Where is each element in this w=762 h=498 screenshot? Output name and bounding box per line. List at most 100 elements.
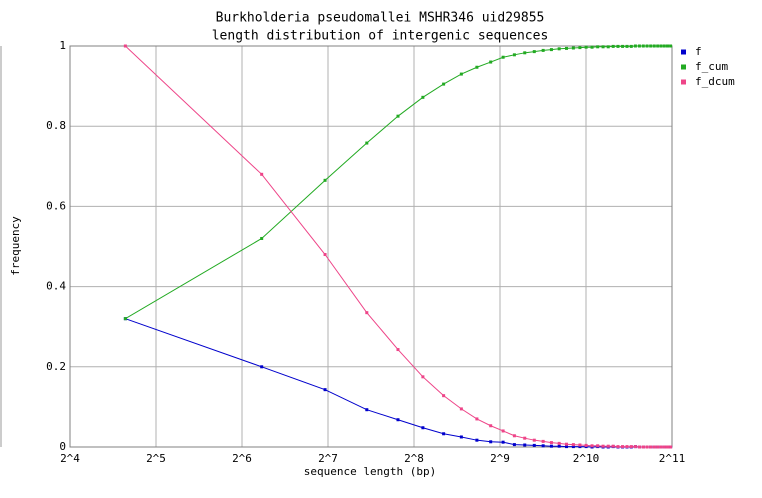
- data-point: [396, 348, 400, 352]
- data-point: [606, 45, 610, 49]
- data-point: [564, 442, 568, 446]
- data-point: [512, 443, 516, 447]
- data-point: [652, 445, 656, 449]
- data-point: [365, 408, 369, 412]
- data-point: [549, 48, 553, 52]
- y-tick-label: 0: [59, 440, 66, 453]
- data-point: [549, 444, 553, 448]
- x-tick-label: 2^9: [490, 452, 510, 465]
- data-point: [641, 445, 645, 449]
- data-point: [549, 441, 553, 445]
- data-point: [659, 44, 663, 48]
- data-point: [578, 443, 582, 447]
- data-point: [323, 388, 327, 392]
- data-point: [578, 445, 582, 449]
- x-tick-label: 2^6: [232, 452, 252, 465]
- x-axis-label: sequence length (bp): [304, 465, 436, 478]
- data-point: [421, 426, 425, 430]
- legend-marker: [681, 49, 686, 55]
- data-point: [442, 394, 446, 398]
- data-point: [662, 44, 666, 48]
- data-point: [621, 445, 625, 449]
- y-tick-label: 0.2: [46, 360, 66, 373]
- x-tick-label: 2^8: [404, 452, 424, 465]
- data-point: [669, 445, 673, 449]
- data-point: [541, 48, 545, 52]
- x-tick-label: 2^10: [573, 452, 600, 465]
- data-point: [442, 82, 446, 86]
- data-point: [532, 438, 536, 442]
- data-point: [621, 44, 625, 48]
- legend-label: f_cum: [695, 60, 728, 73]
- data-point: [645, 44, 649, 48]
- data-point: [260, 172, 264, 176]
- legend-marker: [681, 64, 686, 70]
- data-point: [501, 429, 505, 433]
- chart-title: Burkholderia pseudomallei MSHR346 uid298…: [216, 11, 545, 26]
- data-point: [564, 46, 568, 50]
- y-axis-label: frequency: [9, 216, 22, 276]
- data-point: [260, 365, 264, 369]
- data-point: [571, 445, 575, 449]
- plot-frame: [69, 45, 673, 448]
- data-point: [611, 44, 615, 48]
- data-point: [662, 445, 666, 449]
- data-point: [396, 418, 400, 422]
- data-point: [564, 445, 568, 449]
- data-point: [611, 444, 615, 448]
- data-point: [652, 44, 656, 48]
- data-point: [459, 72, 463, 76]
- y-tick-label: 0.8: [46, 119, 66, 132]
- data-point: [123, 44, 127, 48]
- data-point: [541, 439, 545, 443]
- data-point: [532, 443, 536, 447]
- data-point: [606, 444, 610, 448]
- data-point: [578, 46, 582, 50]
- data-point: [601, 45, 605, 49]
- data-point: [459, 407, 463, 411]
- data-point: [625, 445, 629, 449]
- data-point: [590, 45, 594, 49]
- data-point: [501, 55, 505, 59]
- data-point: [365, 141, 369, 145]
- data-point: [489, 60, 493, 64]
- data-point: [475, 65, 479, 69]
- data-point: [323, 253, 327, 257]
- data-point: [396, 114, 400, 118]
- data-point: [629, 445, 633, 449]
- data-point: [365, 311, 369, 315]
- series-line: [125, 45, 671, 448]
- data-point: [323, 178, 327, 182]
- x-tick-label: 2^7: [318, 452, 338, 465]
- data-point: [475, 417, 479, 421]
- series-line: [125, 45, 671, 320]
- data-point: [665, 445, 669, 449]
- data-point: [637, 44, 641, 48]
- data-point: [557, 47, 561, 51]
- data-point: [557, 444, 561, 448]
- data-point: [260, 236, 264, 240]
- data-point: [616, 445, 620, 449]
- data-point: [665, 44, 669, 48]
- x-tick-label: 2^4: [60, 452, 80, 465]
- data-point: [656, 445, 660, 449]
- data-point: [571, 46, 575, 50]
- data-point: [649, 445, 653, 449]
- y-tick-label: 1: [59, 39, 66, 52]
- data-point: [557, 441, 561, 445]
- legend-label: f: [695, 45, 702, 58]
- data-point: [512, 434, 516, 438]
- data-point: [421, 375, 425, 379]
- data-point: [590, 444, 594, 448]
- data-point: [629, 44, 633, 48]
- data-point: [584, 443, 588, 447]
- data-point: [669, 44, 673, 48]
- data-point: [659, 445, 663, 449]
- data-point: [489, 424, 493, 428]
- data-point: [523, 436, 527, 440]
- data-point: [616, 44, 620, 48]
- data-point: [523, 51, 527, 55]
- x-tick-label: 2^5: [146, 452, 166, 465]
- data-point: [512, 53, 516, 57]
